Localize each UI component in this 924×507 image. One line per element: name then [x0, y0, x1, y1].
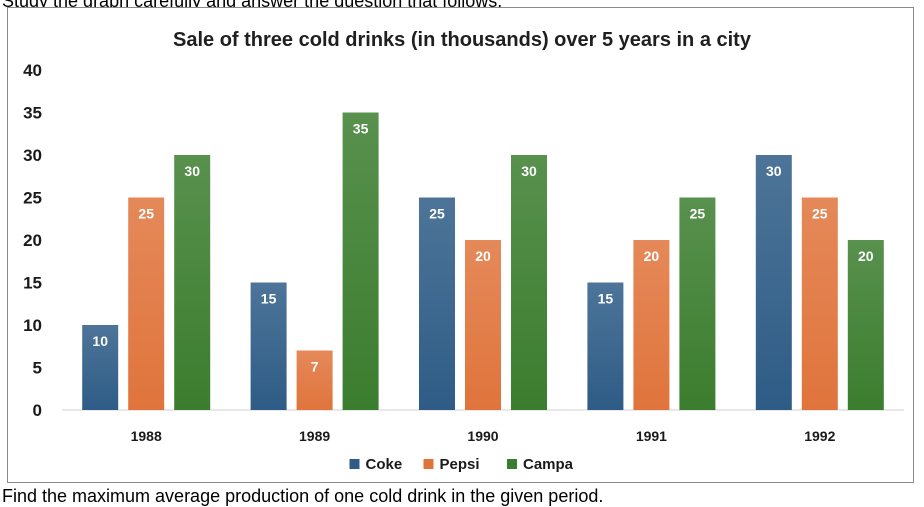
bar-campa-1988	[174, 155, 211, 410]
legend-swatch-campa	[507, 459, 517, 469]
data-label-pepsi-1990: 20	[475, 248, 491, 264]
y-tick-label: 15	[23, 274, 42, 293]
y-tick-label: 30	[23, 146, 42, 165]
data-label-campa-1988: 30	[184, 163, 200, 179]
x-tick-label: 1992	[804, 428, 835, 444]
legend-label-coke: Coke	[366, 456, 403, 473]
legend-label-pepsi: Pepsi	[440, 456, 480, 473]
legend-label-campa: Campa	[523, 456, 574, 473]
bar-pepsi-1988	[128, 197, 165, 410]
y-tick-label: 10	[23, 316, 42, 335]
bar-campa-1990	[511, 155, 547, 410]
bar-campa-1992	[847, 240, 884, 410]
y-tick-label: 5	[33, 359, 42, 378]
legend-swatch-coke	[349, 459, 360, 469]
bar-coke-1991	[587, 282, 624, 410]
question-text-top: Study the graph carefully and answer the…	[2, 0, 503, 11]
data-label-campa-1990: 30	[521, 163, 537, 179]
data-label-campa-1992: 20	[858, 248, 874, 264]
data-label-coke-1988: 10	[92, 333, 108, 349]
data-label-coke-1989: 15	[261, 291, 277, 307]
bar-coke-1992	[755, 155, 792, 410]
y-tick-label: 20	[23, 231, 42, 250]
bar-pepsi-1992	[801, 197, 838, 410]
question-text-bottom: Find the maximum average production of o…	[2, 486, 604, 506]
data-label-pepsi-1992: 25	[812, 206, 828, 222]
bar-pepsi-1991	[633, 240, 670, 410]
x-axis-ticks: 1988 1989 1990 1991 1992	[131, 428, 836, 444]
data-label-pepsi-1989: 7	[311, 359, 319, 375]
data-label-coke-1992: 30	[766, 163, 782, 179]
bar-campa-1991	[679, 197, 716, 410]
legend: Coke Pepsi Campa	[349, 456, 574, 473]
bar-campa-1989	[342, 112, 379, 410]
y-tick-label: 35	[23, 104, 42, 123]
data-label-coke-1990: 25	[429, 206, 445, 222]
data-label-campa-1989: 35	[353, 121, 369, 137]
y-tick-label: 25	[23, 189, 42, 208]
bar-pepsi-1989	[296, 350, 333, 410]
bar-coke-1989	[250, 282, 287, 410]
bar-group: 10 25 30 15 7 35 25 20 30 15 20 25 30 25 20	[82, 112, 884, 410]
bar-coke-1988	[82, 325, 119, 410]
x-tick-label: 1988	[131, 428, 162, 444]
legend-swatch-pepsi	[423, 459, 434, 469]
x-tick-label: 1990	[467, 428, 498, 444]
bar-coke-1990	[419, 197, 455, 410]
x-tick-label: 1991	[636, 428, 667, 444]
bar-pepsi-1990	[465, 240, 501, 410]
data-label-coke-1991: 15	[598, 291, 614, 307]
x-tick-label: 1989	[299, 428, 330, 444]
data-label-pepsi-1991: 20	[644, 248, 660, 264]
y-tick-label: 0	[33, 401, 42, 420]
y-tick-label: 40	[23, 61, 42, 80]
y-axis-ticks: 0 5 10 15 20 25 30 35 40	[23, 61, 42, 420]
chart-title: Sale of three cold drinks (in thousands)…	[173, 29, 752, 51]
data-label-pepsi-1988: 25	[138, 206, 154, 222]
data-label-campa-1991: 25	[690, 206, 706, 222]
